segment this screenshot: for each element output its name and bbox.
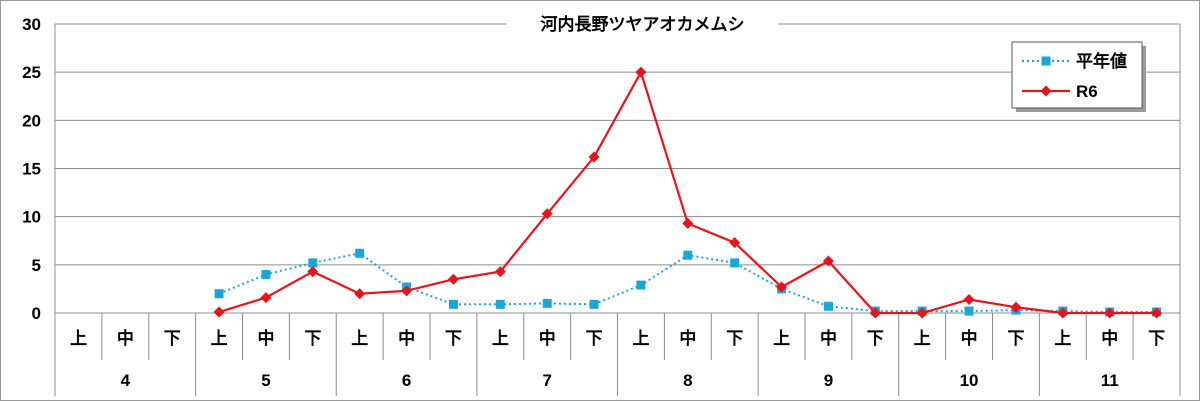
x-tick-label: 下 (586, 329, 603, 348)
y-tick-label: 20 (22, 111, 41, 130)
data-point (589, 299, 599, 309)
data-point (776, 281, 788, 293)
x-tick-label: 下 (726, 329, 743, 348)
chart-title-group: 河内長野ツヤアオカメムシ (506, 12, 779, 36)
x-tick-label: 中 (679, 328, 696, 348)
x-tick-label: 中 (961, 328, 978, 348)
data-point (541, 208, 553, 220)
data-point (869, 307, 881, 319)
y-tick-label: 5 (32, 256, 41, 275)
data-point (963, 294, 975, 306)
y-tick-label: 0 (32, 304, 41, 323)
x-month-label: 10 (960, 371, 979, 390)
data-point (448, 299, 458, 309)
data-point (354, 288, 366, 300)
data-point (355, 248, 365, 258)
data-point (494, 266, 506, 278)
legend-label: 平年値 (1076, 51, 1127, 71)
x-tick-label: 上 (351, 329, 368, 348)
x-month-label: 7 (542, 371, 551, 390)
x-month-label: 6 (402, 371, 411, 390)
chart-title-background (506, 12, 779, 36)
legend-marker (1041, 56, 1051, 66)
x-tick-label: 上 (773, 329, 790, 348)
x-tick-label: 下 (1007, 329, 1024, 348)
data-point (447, 273, 459, 285)
legend: 平年値 R6 (1011, 41, 1146, 112)
x-tick-label: 中 (820, 328, 837, 348)
x-tick-label: 中 (398, 328, 415, 348)
data-point (964, 306, 974, 316)
data-point (542, 298, 552, 308)
y-tick-label: 10 (22, 208, 41, 227)
x-tick-label: 下 (304, 329, 321, 348)
x-month-label: 9 (824, 371, 833, 390)
gridlines (54, 23, 1181, 314)
x-tick-label: 上 (914, 329, 931, 348)
data-point (729, 237, 741, 249)
x-axis: 上 中 下 上 中 下 上 中 下 上 中 下 上 中 下 上 中 下 上 中 下 上 中 下 4 5 6 7 8 9 10 11 (54, 313, 1181, 396)
x-month-label: 8 (683, 371, 692, 390)
legend-marker (1040, 85, 1052, 97)
data-point (307, 266, 319, 278)
x-tick-label: 下 (164, 329, 181, 348)
y-tick-label: 30 (22, 15, 41, 34)
x-tick-label: 中 (117, 328, 134, 348)
data-point (730, 258, 740, 268)
x-tick-label: 上 (211, 329, 228, 348)
x-tick-label: 下 (1148, 329, 1165, 348)
chart-title: 河内長野ツヤアオカメムシ (541, 14, 745, 34)
x-tick-label: 中 (539, 328, 556, 348)
data-point (822, 255, 834, 267)
legend-box (1011, 41, 1143, 109)
data-point (213, 306, 225, 318)
x-tick-label: 下 (445, 329, 462, 348)
data-point (308, 258, 318, 268)
y-tick-label: 25 (22, 63, 41, 82)
series-group (213, 66, 1163, 319)
y-tick-label: 15 (22, 160, 41, 179)
x-month-label: 4 (121, 371, 131, 390)
data-point (1151, 307, 1163, 319)
data-point (823, 301, 833, 311)
data-point (636, 280, 646, 290)
data-point (214, 289, 224, 299)
data-point (495, 299, 505, 309)
x-tick-label: 上 (632, 329, 649, 348)
x-month-label: 5 (261, 371, 270, 390)
data-point (916, 307, 928, 319)
x-month-label: 11 (1101, 371, 1119, 390)
data-point (1104, 307, 1116, 319)
x-tick-label: 上 (492, 329, 509, 348)
legend-label: R6 (1076, 82, 1098, 101)
data-point (683, 250, 693, 260)
data-point (401, 285, 413, 297)
x-tick-label: 下 (867, 329, 884, 348)
data-point (261, 269, 271, 279)
data-point (588, 151, 600, 163)
x-tick-label: 中 (1101, 328, 1118, 348)
x-tick-label: 上 (70, 329, 87, 348)
data-point (1010, 301, 1022, 313)
data-point (1057, 307, 1069, 319)
x-tick-label: 中 (257, 328, 274, 348)
data-point (635, 66, 647, 78)
data-point (682, 217, 694, 229)
data-point (260, 292, 272, 304)
x-tick-label: 上 (1054, 329, 1071, 348)
y-axis: 0 5 10 15 20 25 30 (22, 15, 41, 323)
